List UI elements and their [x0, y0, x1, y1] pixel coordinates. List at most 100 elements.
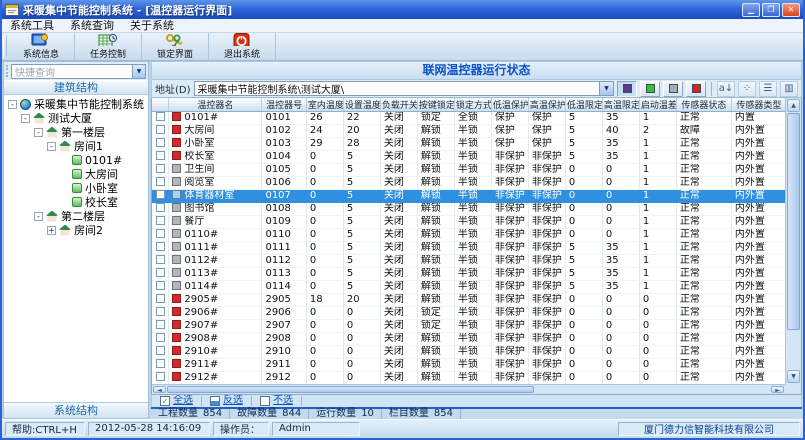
column-header-5[interactable]: 负载开关: [380, 98, 418, 112]
invert-selection-button[interactable]: 反选: [202, 395, 251, 407]
column-header-checkbox[interactable]: [152, 98, 170, 112]
column-header-10[interactable]: 低温限定: [565, 98, 603, 112]
select-none-button[interactable]: 不选: [252, 395, 301, 407]
tree-node[interactable]: - 采暖集中节能控制系统: [4, 97, 148, 111]
column-header-12[interactable]: 启动温差: [639, 98, 677, 112]
table-row[interactable]: 校长室 0104 0 5 关闭 解锁 半锁 非保护 非保护 5 35 1 正常 内外置: [152, 150, 785, 164]
detail-view-button[interactable]: ▥: [780, 80, 798, 97]
column-header-4[interactable]: 设置温度: [343, 98, 381, 112]
close-button[interactable]: ✕: [782, 2, 800, 17]
tree-node[interactable]: 大房间: [4, 167, 148, 181]
column-header-13[interactable]: 传感器状态: [676, 98, 732, 112]
table-row[interactable]: 阅览室 0106 0 5 关闭 解锁 半锁 非保护 非保护 0 0 1 正常 内外置: [152, 176, 785, 190]
tree-expand-icon[interactable]: +: [47, 225, 56, 235]
row-checkbox[interactable]: [155, 229, 165, 238]
tree-node[interactable]: - 房间1: [4, 139, 148, 153]
table-row[interactable]: 2910# 2910 0 0 关闭 解锁 半锁 非保护 非保护 0 0 0 正常 内外置: [152, 345, 785, 359]
table-row[interactable]: 2905# 2905 18 20 关闭 解锁 半锁 非保护 非保护 0 0 0 正常 内外置: [152, 293, 785, 307]
scroll-right-icon[interactable]: ►: [771, 386, 784, 394]
tree-collapse-icon[interactable]: -: [8, 99, 17, 109]
table-row[interactable]: 2907# 2907 0 0 关闭 锁定 半锁 非保护 非保护 0 0 0 正常 内外置: [152, 319, 785, 333]
row-checkbox[interactable]: [155, 307, 165, 316]
table-row[interactable]: 餐厅 0109 0 5 关闭 解锁 半锁 非保护 非保护 0 0 1 正常 内外置: [152, 215, 785, 229]
scroll-down-icon[interactable]: ▼: [787, 370, 800, 383]
row-checkbox[interactable]: [155, 177, 165, 186]
row-checkbox[interactable]: [155, 294, 165, 303]
lock-screen-button[interactable]: 锁定界面: [142, 33, 209, 60]
row-checkbox[interactable]: [155, 216, 165, 225]
table-row[interactable]: 0111# 0111 0 5 关闭 解锁 半锁 非保护 非保护 5 35 1 正常 内外置: [152, 241, 785, 255]
row-checkbox[interactable]: [155, 281, 165, 290]
table-row[interactable]: 2912# 2912 0 0 关闭 解锁 半锁 非保护 非保护 0 0 0 正常 内外置: [152, 371, 785, 384]
tree-collapse-icon[interactable]: -: [21, 113, 30, 123]
menu-about-system[interactable]: 关于系统: [130, 18, 174, 32]
column-header-7[interactable]: 锁定方式: [454, 98, 492, 112]
row-checkbox[interactable]: [155, 138, 165, 147]
sidebar-footer-system-structure[interactable]: 系统结构: [4, 402, 148, 418]
row-checkbox[interactable]: [155, 164, 165, 173]
table-row[interactable]: 小卧室 0103 29 28 关闭 解锁 半锁 保护 保护 5 35 1 正常 内外置: [152, 137, 785, 151]
table-row[interactable]: 2906# 2906 0 0 关闭 锁定 半锁 非保护 非保护 0 0 0 正常 内外置: [152, 306, 785, 320]
tree-collapse-icon[interactable]: -: [34, 211, 43, 221]
table-row[interactable]: 卫生间 0105 0 5 关闭 解锁 半锁 非保护 非保护 0 0 1 正常 内外置: [152, 163, 785, 177]
minimize-button[interactable]: ▁: [742, 2, 760, 17]
vertical-scrollbar[interactable]: ▲ ▼: [785, 98, 801, 384]
table-row[interactable]: 2908# 2908 0 0 关闭 解锁 半锁 非保护 非保护 0 0 0 正常 内外置: [152, 332, 785, 346]
list-view-button[interactable]: ☰: [759, 80, 777, 97]
scroll-up-icon[interactable]: ▲: [787, 99, 800, 112]
table-row[interactable]: 图书馆 0108 0 5 关闭 解锁 半锁 非保护 非保护 0 0 1 正常 内外置: [152, 202, 785, 216]
task-control-button[interactable]: 任务控制: [75, 33, 142, 60]
scroll-left-icon[interactable]: ◄: [153, 386, 166, 394]
row-checkbox[interactable]: [155, 112, 165, 121]
table-row[interactable]: 体育器材室 0107 0 5 关闭 解锁 半锁 非保护 非保护 0 0 1 正常 内外置: [152, 189, 785, 203]
row-checkbox[interactable]: [155, 255, 165, 264]
row-checkbox[interactable]: [155, 190, 165, 199]
column-header-3[interactable]: 室内温度: [306, 98, 344, 112]
row-checkbox[interactable]: [155, 359, 165, 368]
filter-all-button[interactable]: [617, 80, 637, 97]
row-checkbox[interactable]: [155, 203, 165, 212]
tree-collapse-icon[interactable]: -: [34, 127, 43, 137]
filter-offline-button[interactable]: [663, 80, 683, 97]
address-combo[interactable]: 采暖集中节能控制系统\测试大厦\ ▼: [193, 81, 614, 96]
row-checkbox[interactable]: [155, 320, 165, 329]
row-checkbox[interactable]: [155, 268, 165, 277]
chevron-down-icon[interactable]: ▼: [599, 82, 613, 95]
table-row[interactable]: 0112# 0112 0 5 关闭 解锁 半锁 非保护 非保护 5 35 1 正常 内外置: [152, 254, 785, 268]
tree-node[interactable]: - 第二楼层: [4, 209, 148, 223]
sort-view-button[interactable]: a↓: [717, 80, 735, 97]
horizontal-scrollbar[interactable]: ◄ ►: [152, 384, 785, 394]
row-checkbox[interactable]: [155, 372, 165, 381]
menu-system-query[interactable]: 系统查询: [70, 18, 114, 32]
column-header-9[interactable]: 高温保护: [528, 98, 566, 112]
filter-running-button[interactable]: [640, 80, 660, 97]
column-header-6[interactable]: 按键锁定: [417, 98, 455, 112]
tree-node[interactable]: 校长室: [4, 195, 148, 209]
row-checkbox[interactable]: [155, 333, 165, 342]
tree-node[interactable]: + 房间2: [4, 223, 148, 237]
column-header-11[interactable]: 高温限定: [602, 98, 640, 112]
quick-search-combo[interactable]: 快捷查询 ▼: [11, 63, 146, 79]
column-header-1[interactable]: 温控器名: [168, 98, 263, 112]
row-checkbox[interactable]: [155, 242, 165, 251]
row-checkbox[interactable]: [155, 346, 165, 355]
table-row[interactable]: 0101# 0101 26 22 关闭 锁定 全锁 保护 保护 5 35 1 正常 内置: [152, 111, 785, 125]
column-header-14[interactable]: 传感器类型: [731, 98, 785, 112]
small-icons-view-button[interactable]: ⁘: [738, 80, 756, 97]
tree-node[interactable]: - 第一楼层: [4, 125, 148, 139]
maximize-button[interactable]: ❐: [762, 2, 780, 17]
column-header-8[interactable]: 低温保护: [491, 98, 529, 112]
table-row[interactable]: 2911# 2911 0 0 关闭 解锁 半锁 非保护 非保护 0 0 0 正常 内外置: [152, 358, 785, 372]
exit-system-button[interactable]: 退出系统: [209, 33, 276, 60]
horizontal-scroll-thumb[interactable]: [167, 386, 535, 393]
table-row[interactable]: 0114# 0114 0 5 关闭 解锁 半锁 非保护 非保护 5 35 1 正常 内外置: [152, 280, 785, 294]
row-checkbox[interactable]: [155, 151, 165, 160]
table-row[interactable]: 0110# 0110 0 5 关闭 解锁 半锁 非保护 非保护 0 0 1 正常 内外置: [152, 228, 785, 242]
tree-node[interactable]: - 测试大厦: [4, 111, 148, 125]
row-checkbox[interactable]: [155, 125, 165, 134]
table-row[interactable]: 0113# 0113 0 5 关闭 解锁 半锁 非保护 非保护 5 35 1 正常 内外置: [152, 267, 785, 281]
column-header-2[interactable]: 温控器号: [261, 98, 307, 112]
chevron-down-icon[interactable]: ▼: [132, 64, 145, 78]
tree-collapse-icon[interactable]: -: [47, 141, 56, 151]
tree-node[interactable]: 小卧室: [4, 181, 148, 195]
